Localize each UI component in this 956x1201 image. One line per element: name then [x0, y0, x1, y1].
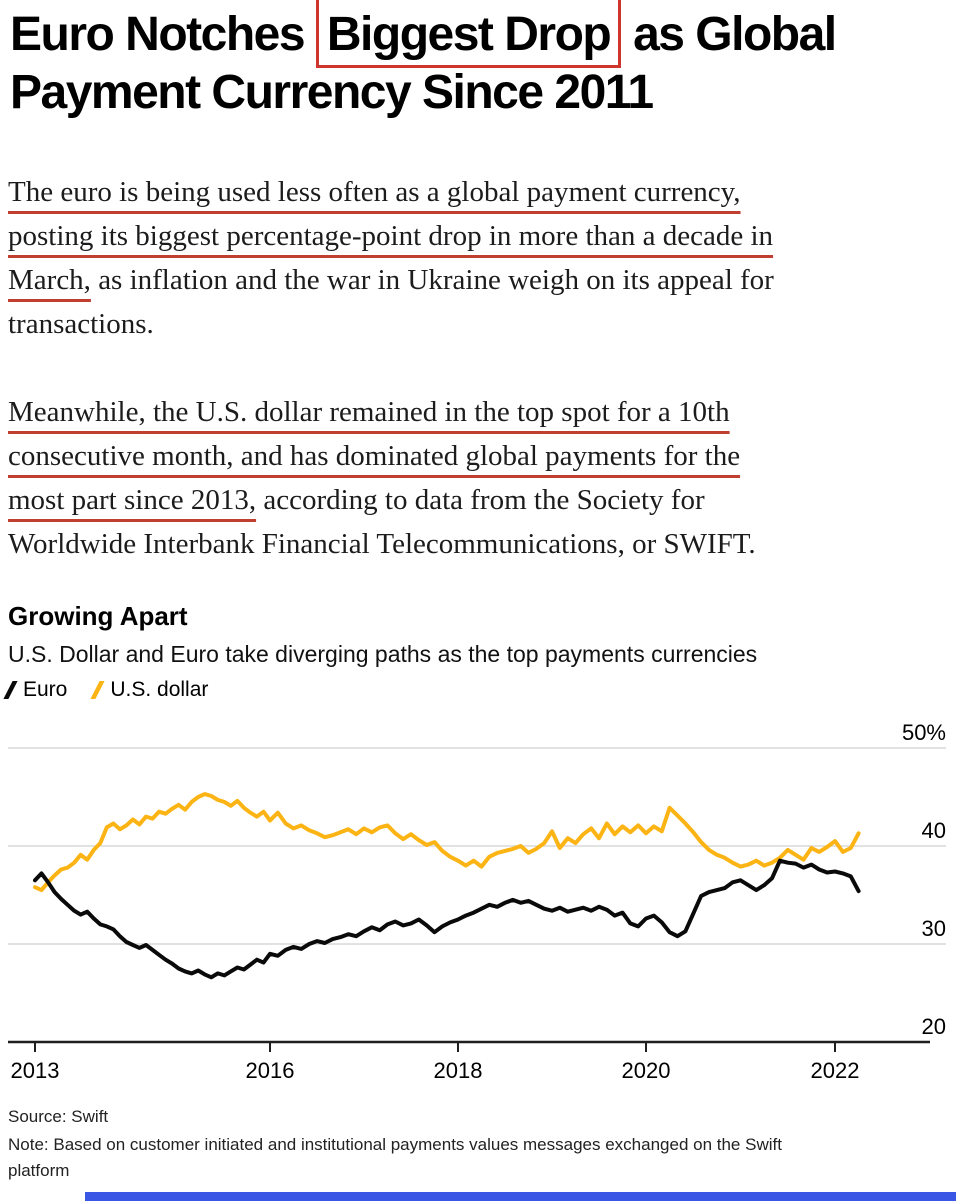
chart-title: Growing Apart [8, 601, 188, 631]
y-axis-label: 40 [922, 818, 946, 843]
red-underlined-text: The euro is being used less often as a g… [8, 176, 741, 208]
x-axis-label: 2013 [11, 1058, 60, 1083]
chart-source: Source: Swift [8, 1107, 109, 1126]
paragraph-line: posting its biggest percentage-point dro… [8, 214, 948, 258]
paragraph-line: consecutive month, and has dominated glo… [8, 434, 948, 478]
body-paragraph-2: Meanwhile, the U.S. dollar remained in t… [8, 390, 948, 566]
paragraph-line: March, as inflation and the war in Ukrai… [8, 264, 774, 296]
y-axis-label: 20 [922, 1014, 946, 1039]
paragraph-line: transactions. [8, 308, 154, 340]
x-axis-label: 2018 [434, 1058, 483, 1083]
red-underlined-text: Meanwhile, the U.S. dollar remained in t… [8, 396, 730, 428]
y-axis-label: 50% [902, 720, 946, 745]
headline-red-box-annotation: Biggest Drop [315, 0, 622, 68]
paragraph-line: most part since 2013, according to data … [8, 484, 705, 516]
us-dollar-line [33, 792, 861, 893]
x-axis-label: 2020 [622, 1058, 671, 1083]
legend-label-euro: Euro [23, 678, 68, 701]
body-paragraph-1: The euro is being used less often as a g… [8, 170, 948, 346]
headline: Euro Notches Biggest Drop as Global Paym… [10, 0, 950, 122]
chart-legend: Euro U.S. dollar [3, 678, 209, 702]
chart-subtitle: U.S. Dollar and Euro take diverging path… [8, 641, 758, 667]
chart-note: Note: Based on customer initiated and in… [8, 1135, 782, 1180]
euro-slash-icon [3, 681, 18, 699]
bottom-blue-bar [85, 1192, 956, 1201]
headline-text-post: as Global [621, 8, 837, 61]
red-underlined-text: March, [8, 264, 91, 296]
x-axis-label: 2016 [246, 1058, 295, 1083]
legend-label-us-dollar: U.S. dollar [110, 678, 209, 701]
headline-line-2: Payment Currency Since 2011 [10, 66, 654, 119]
red-underlined-text: most part since 2013, [8, 484, 257, 516]
legend-item-euro: Euro [3, 678, 68, 702]
red-underlined-text: consecutive month, and has dominated glo… [8, 440, 741, 472]
headline-line-1: Euro Notches Biggest Drop as Global [10, 0, 950, 68]
euro-line [33, 858, 861, 980]
headline-text-pre: Euro Notches [10, 8, 316, 61]
paragraph-line: The euro is being used less often as a g… [8, 170, 948, 214]
legend-item-us-dollar: U.S. dollar [90, 678, 209, 702]
x-axis-label: 2022 [811, 1058, 860, 1083]
y-axis-label: 30 [922, 916, 946, 941]
line-chart: 50% 40 30 20 2013 2016 2018 2020 2022 [8, 720, 946, 1083]
red-underlined-text: posting its biggest percentage-point dro… [8, 220, 774, 252]
paragraph-line: Meanwhile, the U.S. dollar remained in t… [8, 390, 948, 434]
us-dollar-slash-icon [90, 681, 105, 699]
paragraph-line: Worldwide Interbank Financial Telecommun… [8, 528, 756, 560]
